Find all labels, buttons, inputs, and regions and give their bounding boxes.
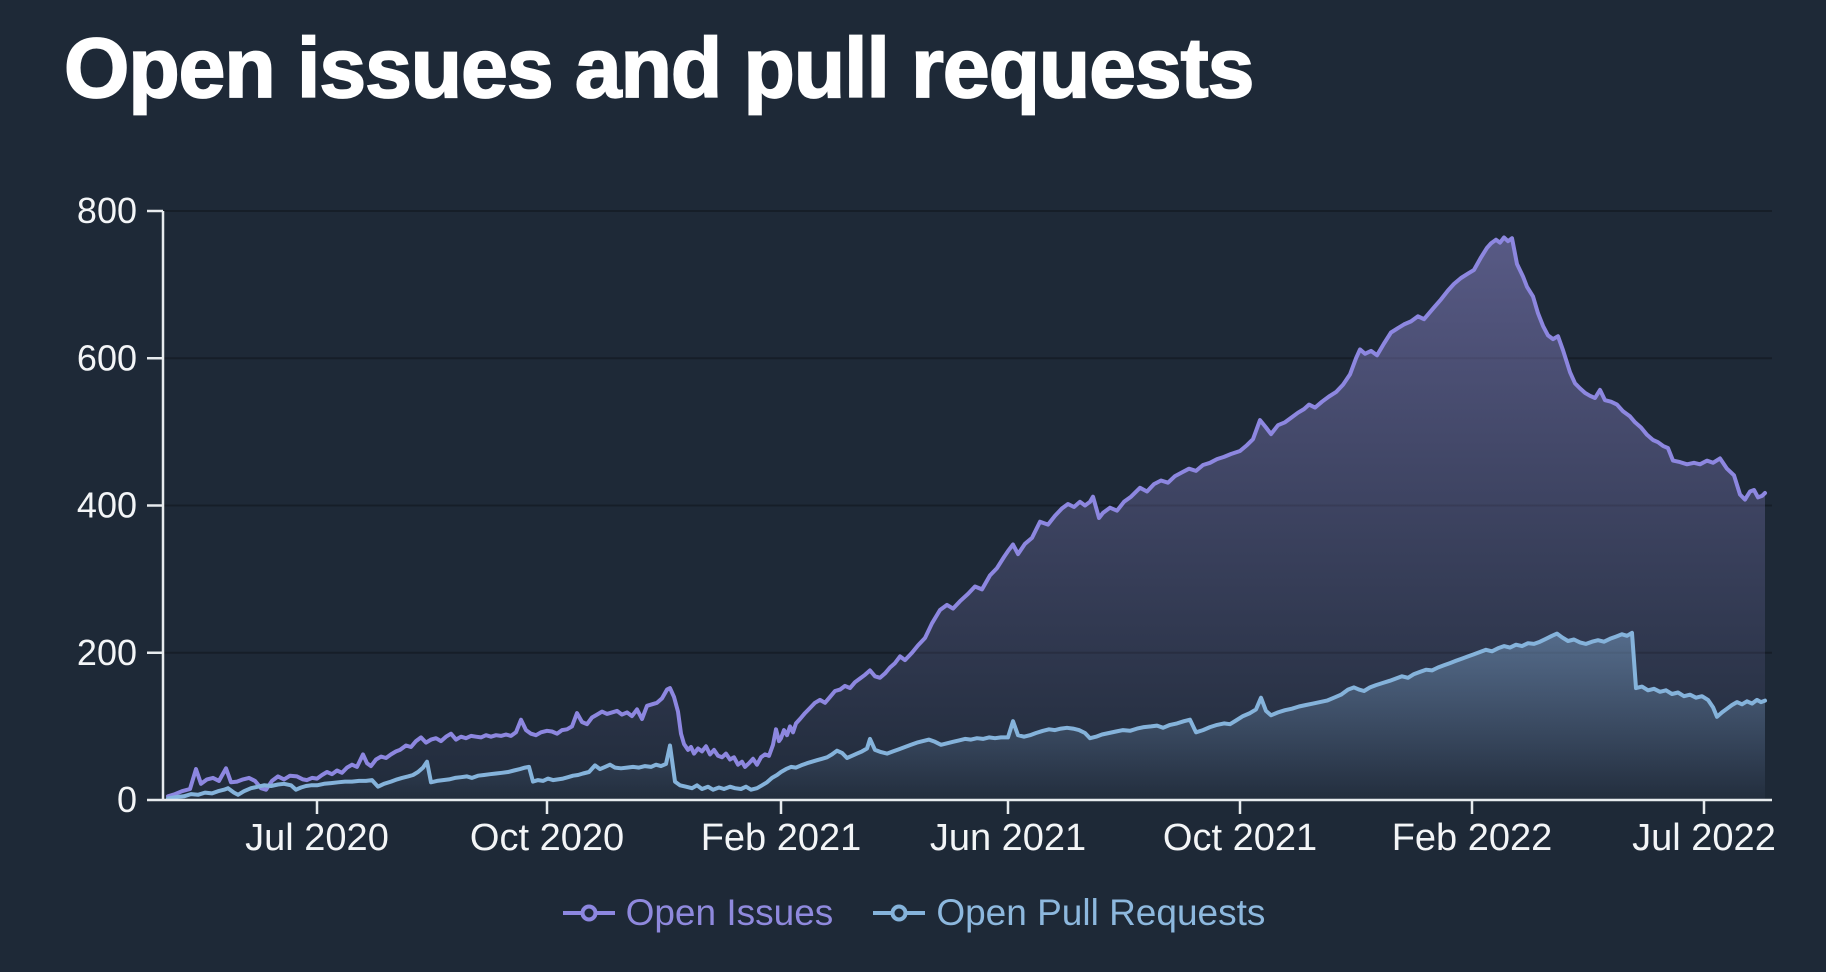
y-axis-labels: 0 200 400 600 800 — [77, 190, 137, 820]
x-axis-label-oct-2021: Oct 2021 — [1163, 817, 1317, 859]
y-axis-label-800: 800 — [77, 190, 137, 231]
x-axis-label-jul-2022: Jul 2022 — [1632, 817, 1776, 859]
x-axis-label-oct-2020: Oct 2020 — [470, 817, 624, 859]
legend: Open Issues Open Pull Requests — [0, 892, 1826, 934]
axes — [147, 209, 1772, 814]
legend-label-open-pull-requests: Open Pull Requests — [936, 892, 1266, 933]
open-pull-requests-area — [168, 632, 1765, 800]
x-axis-labels: Jul 2020 Oct 2020 Feb 2021 Jun 2021 Oct 2021… — [245, 817, 1776, 859]
y-axis-label-0: 0 — [117, 779, 137, 820]
y-axis-label-600: 600 — [77, 337, 137, 378]
x-axis-label-feb-2022: Feb 2022 — [1392, 817, 1553, 859]
open-pull-requests-line-circle-icon — [873, 904, 926, 922]
legend-label-open-issues: Open Issues — [625, 892, 834, 933]
page-title: Open issues and pull requests — [63, 20, 1255, 116]
open-issues-line — [166, 235, 1767, 799]
legend-item-open-pull-requests[interactable]: Open Pull Requests — [871, 892, 1265, 934]
y-axis-label-200: 200 — [77, 632, 137, 673]
open-issues-area — [168, 237, 1765, 800]
y-axis-label-400: 400 — [77, 485, 137, 526]
legend-item-open-issues[interactable]: Open Issues — [561, 892, 834, 934]
open-issues-line-circle-icon — [562, 904, 615, 922]
x-axis-label-jun-2021: Jun 2021 — [930, 817, 1086, 859]
x-axis-label-feb-2021: Feb 2021 — [701, 817, 862, 859]
x-axis-label-jul-2020: Jul 2020 — [245, 817, 389, 859]
open-pull-requests-line — [166, 630, 1767, 801]
